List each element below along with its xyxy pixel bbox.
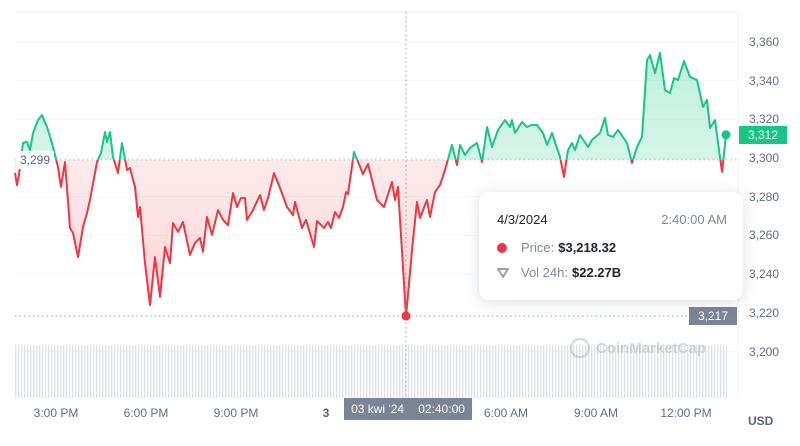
watermark: CoinMarketCap [570,338,706,358]
x-tick-label: 3 [322,406,330,420]
coinmarketcap-logo-icon [570,338,590,358]
x-tick-label: 3:00 PM [33,406,79,420]
hover-price-badge: 3,217 [689,307,737,326]
y-tick-label: 3,300 [749,151,780,165]
area-fill-up [20,52,726,160]
y-tick-label: 3,340 [749,73,780,88]
x-tick-label: 6:00 AM [483,406,529,420]
x-tick-label: 6:00 PM [123,406,169,420]
tooltip-price-value: $3,218.32 [558,240,617,255]
volume-shield-icon [497,267,509,278]
y-tick-label: 3,220 [749,305,780,320]
y-tick-label: 3,200 [749,344,780,359]
y-tick-label: 3,280 [749,189,780,204]
currency-label[interactable]: USD [748,414,774,428]
hover-point [401,311,411,321]
x-tick-label: 9:00 AM [573,406,619,420]
tooltip-date: 4/3/2024 [497,212,548,227]
crosshair-time: 02:40:00 [418,402,465,416]
crosshair-time-badge: 03 kwi '24 02:40:00 [344,398,472,420]
volume-bars [15,345,727,398]
chart-tooltip: 4/3/2024 2:40:00 AM Price: $3,218.32 Vol… [479,192,743,300]
reference-price-label: 3,299 [16,150,55,169]
price-line-down [14,159,725,318]
watermark-text: CoinMarketCap [596,339,707,357]
y-tick-label: 3,240 [749,267,780,282]
tooltip-volume-label: Vol 24h: [521,265,568,280]
area-fill-down [15,159,726,317]
tooltip-volume-row: Vol 24h: $22.27B [497,265,621,280]
current-price-point [721,130,731,140]
y-tick-label: 3,320 [749,112,780,127]
y-tick-label: 3,360 [749,34,780,49]
tooltip-price-label: Price: [521,240,555,255]
price-line-up [19,51,727,160]
price-dot-icon [497,242,507,253]
crosshair-date: 03 kwi '24 [351,402,405,416]
tooltip-price-row: Price: $3,218.32 [497,240,616,255]
current-price-badge: 3,312 [739,125,787,144]
y-tick-label: 3,260 [749,228,780,243]
x-tick-label: 12:00 PM [660,406,712,420]
x-tick-label: 9:00 PM [213,406,259,420]
tooltip-volume-value: $22.27B [572,265,622,280]
tooltip-time: 2:40:00 AM [661,212,727,227]
